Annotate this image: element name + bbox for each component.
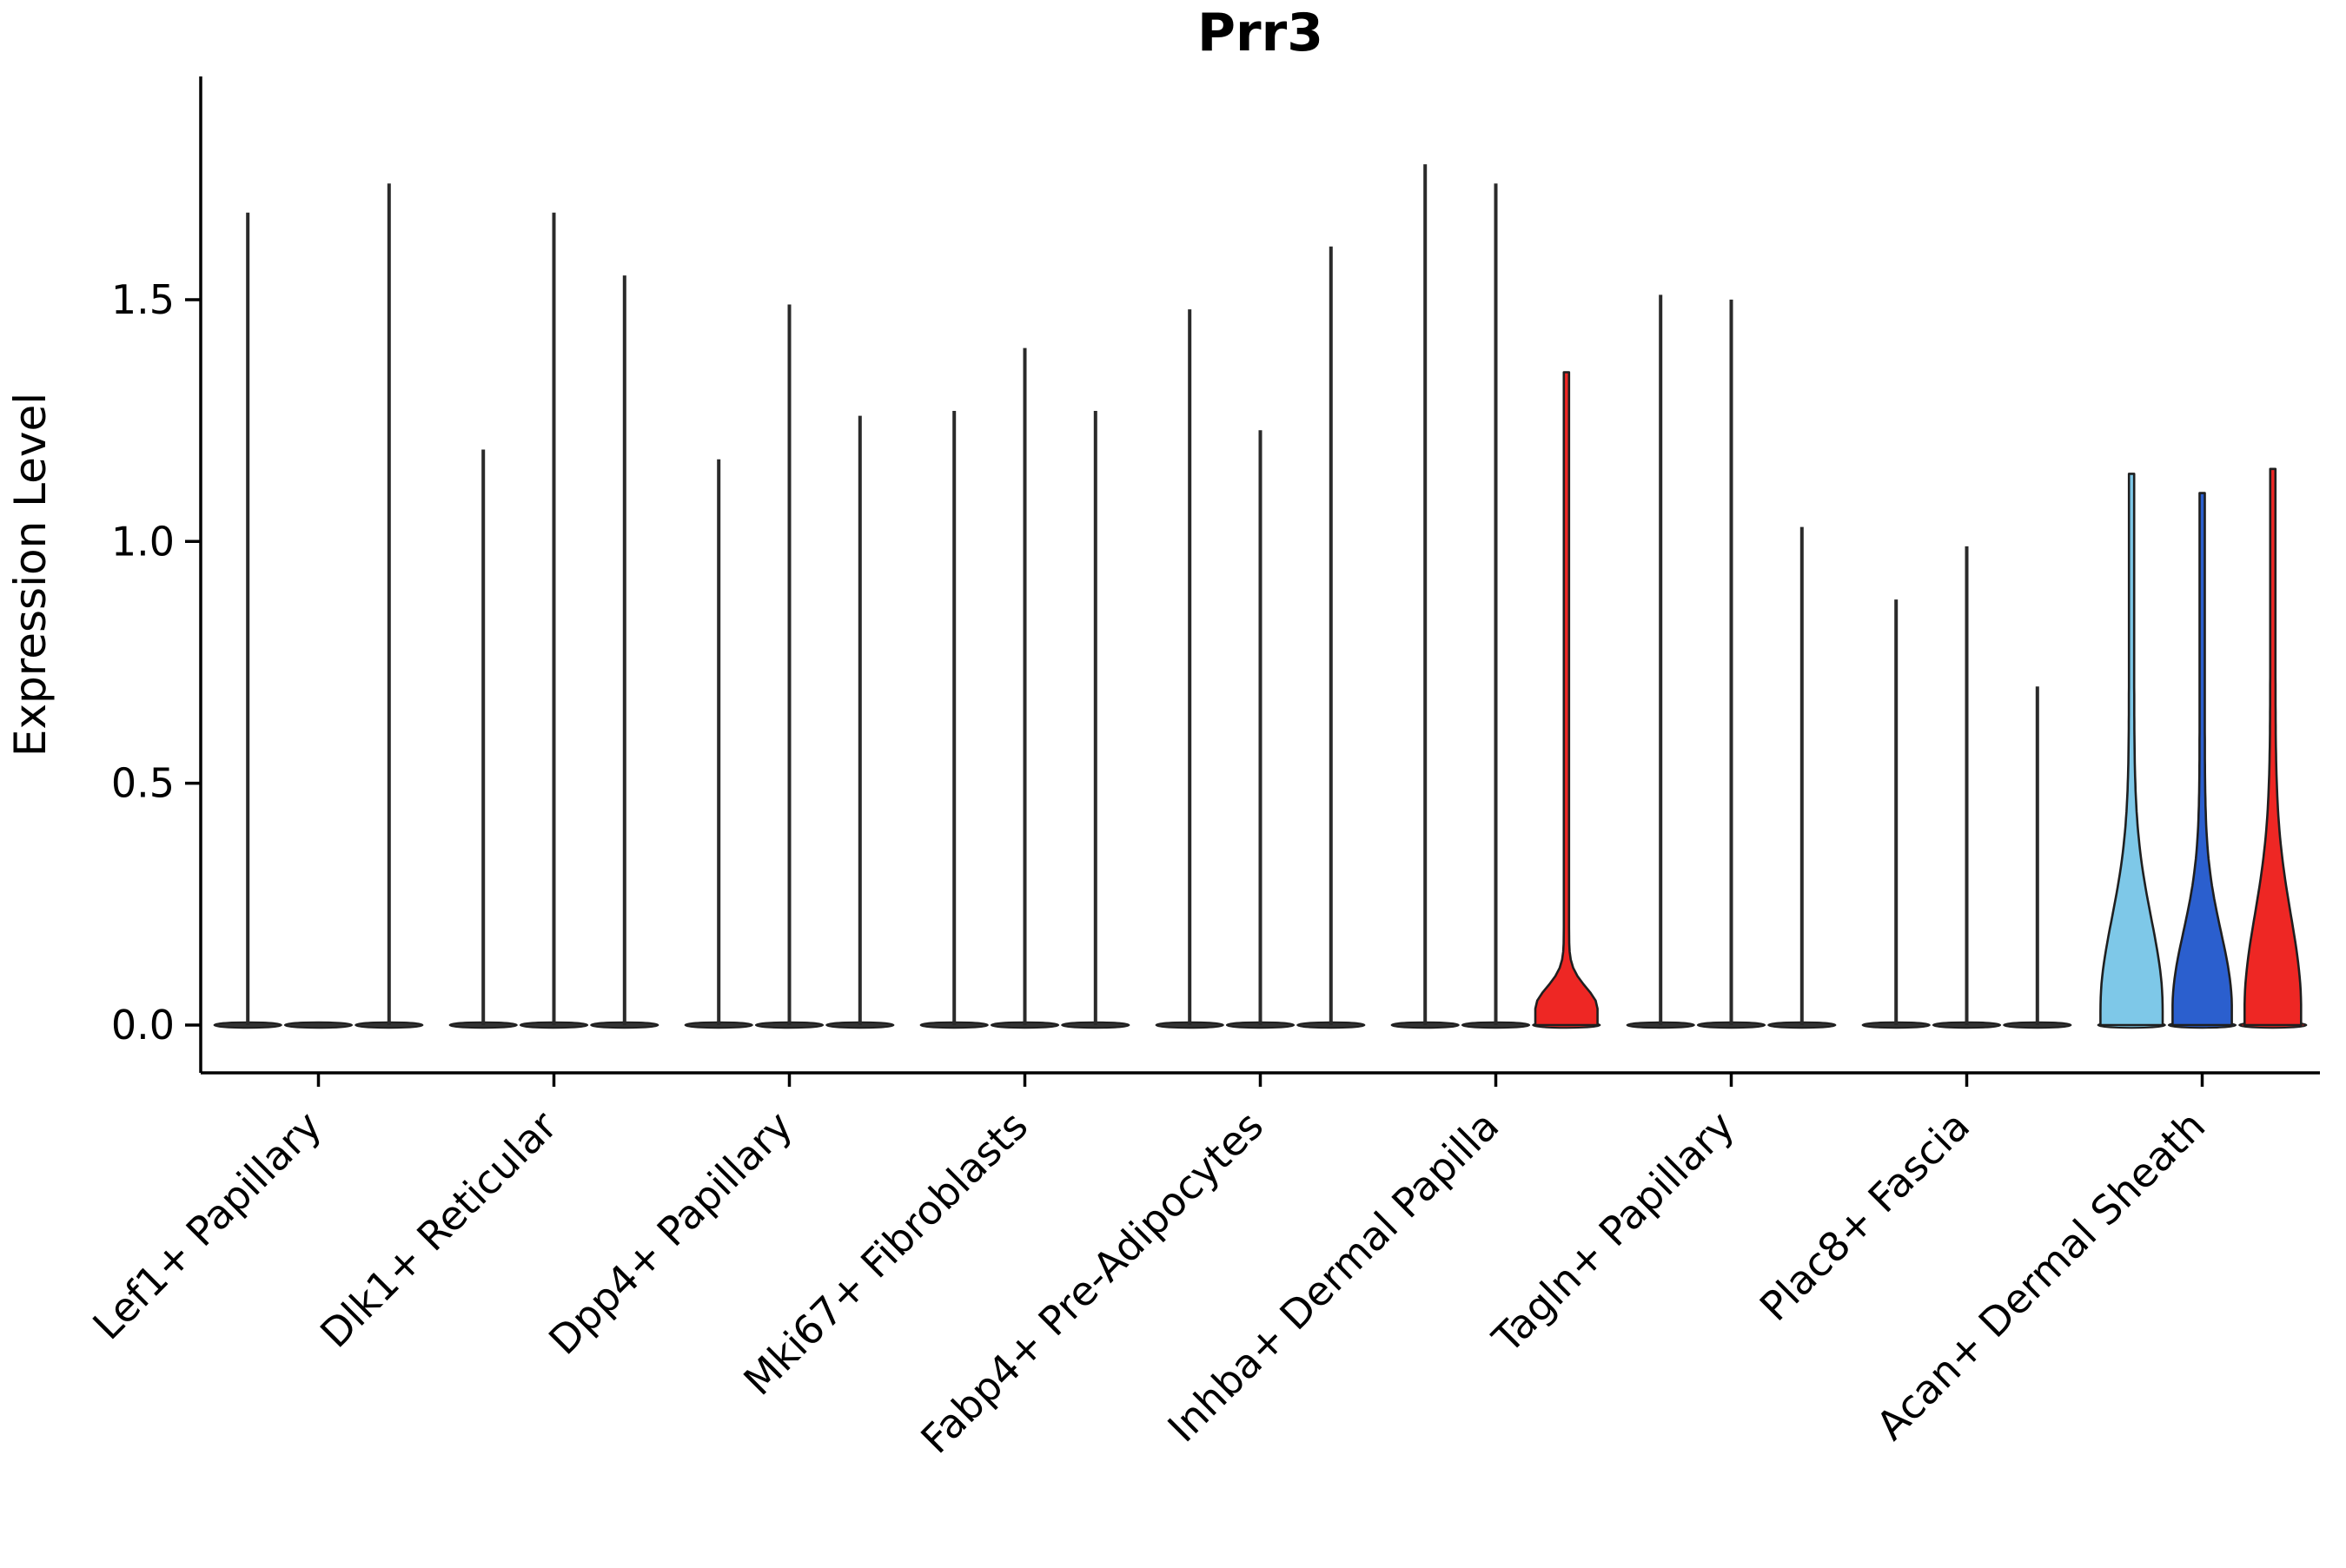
x-tick-label-3: Dpp4+ Papillary	[540, 1102, 801, 1364]
y-tick-label: 0.5	[111, 760, 175, 807]
violin-g9-v3	[2243, 467, 2303, 1027]
y-tick-label: 1.0	[111, 518, 175, 565]
violin-base-g1-v2	[283, 1021, 354, 1029]
x-tick-label-7: Tagln+ Papillary	[1483, 1102, 1744, 1363]
y-tick-label: 0.0	[111, 1002, 175, 1049]
violin-g9-v2	[2171, 492, 2233, 1027]
x-tick-label-2: Dlk1+ Reticular	[311, 1102, 566, 1357]
violin-g6-v3	[1534, 371, 1599, 1027]
y-tick-label: 1.5	[111, 276, 175, 323]
y-axis-label: Expression Level	[5, 393, 56, 757]
chart-title: Prr3	[1197, 3, 1323, 63]
violin-g9-v1	[2099, 473, 2164, 1027]
x-tick-label-8: Plac8+ Fascia	[1751, 1102, 1978, 1330]
x-tick-label-1: Lef1+ Papillary	[83, 1102, 330, 1349]
